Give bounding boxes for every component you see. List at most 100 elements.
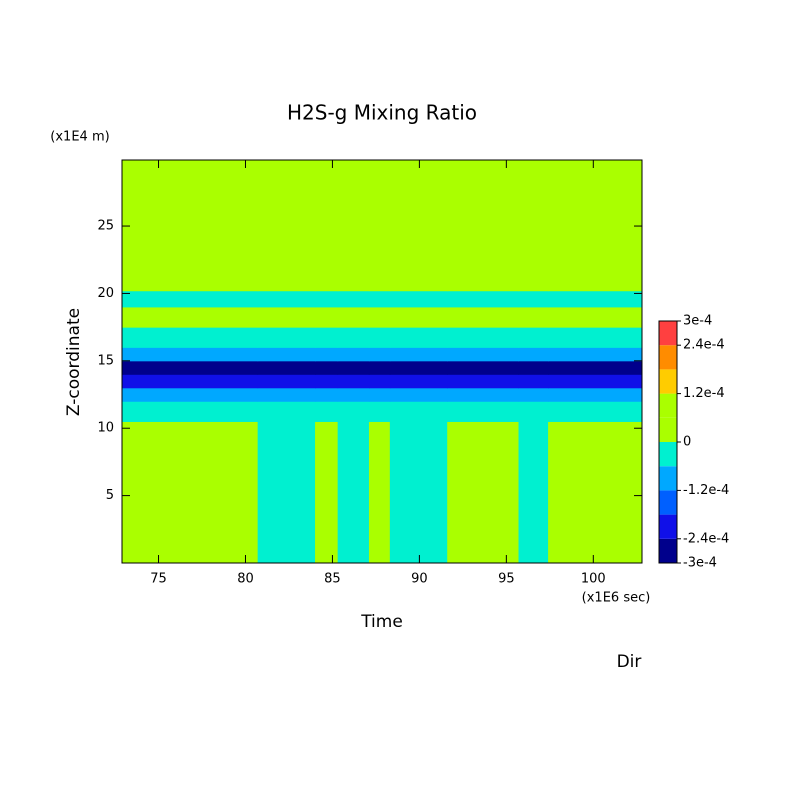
contour-cell [518,421,549,564]
colorbar-swatch [659,442,677,467]
contour-cell [548,360,643,375]
contour-cell [518,360,549,375]
x-tick-label: 75 [150,572,167,587]
contour-cell [447,290,520,308]
colorbar-swatch [659,490,677,515]
contour-cell [368,347,391,362]
contour-cell [122,374,259,389]
corner-label: Dir [617,652,642,672]
contour-cell [518,387,549,402]
contour-cell [447,401,520,422]
contour-cell [122,306,259,328]
colorbar-tick-label: -2.4e-4 [683,531,729,546]
contour-cell [315,401,339,422]
contour-cell [337,306,370,328]
colorbar-tick-label: 1.2e-4 [683,386,725,401]
contour-cell [122,421,259,564]
colorbar-swatch [659,417,677,442]
contour-cell [257,290,316,308]
colorbar-swatch [659,538,677,563]
contour-cell [368,290,391,308]
contour-cell [122,401,259,422]
contour-cell [368,387,391,402]
contour-cell [122,360,259,375]
x-tick-label: 95 [498,572,515,587]
contour-cell [337,421,370,564]
contour-cell [389,290,448,308]
contour-cell [447,421,520,564]
colorbar-tick-label: -3e-4 [683,556,717,571]
y-tick-label: 25 [97,219,114,234]
contour-cell [368,160,391,292]
x-axis-label: Time [360,612,403,632]
colorbar-tick-label: 2.4e-4 [683,338,725,353]
colorbar-tick-label: 0 [683,435,691,450]
contour-cell [257,387,316,402]
contour-cell [518,347,549,362]
contour-cell [518,290,549,308]
colorbar-swatch [659,369,677,394]
contour-cell [337,327,370,348]
x-tick-label: 80 [237,572,254,587]
x-tick-label: 90 [411,572,428,587]
colorbar-swatch [659,514,677,539]
y-axis-label: Z-coordinate [64,308,84,416]
contour-cell [548,290,643,308]
contour-field [122,160,643,564]
contour-cell [548,374,643,389]
contour-cell [447,306,520,328]
contour-cell [122,387,259,402]
contour-cell [368,360,391,375]
contour-cell [368,421,391,564]
contour-cell [315,290,339,308]
colorbar-tick-label: -1.2e-4 [683,483,729,498]
colorbar-tick-label: 3e-4 [683,314,712,329]
y-tick-label: 5 [106,488,114,503]
contour-cell [447,347,520,362]
contour-cell [337,160,370,292]
contour-cell [122,327,259,348]
contour-cell [518,374,549,389]
y-tick-label: 10 [97,421,114,436]
contour-cell [447,327,520,348]
colorbar-swatch [659,393,677,418]
contour-cell [315,421,339,564]
contour-cell [548,347,643,362]
contour-cell [257,374,316,389]
contour-cell [315,360,339,375]
contour-cell [315,374,339,389]
contour-cell [548,401,643,422]
contour-cell [548,160,643,292]
x-tick-label: 85 [324,572,341,587]
plot-frame [121,159,643,564]
contour-cell [122,160,259,292]
contour-cell [548,387,643,402]
contour-cell [315,306,339,328]
colorbar-swatch [659,466,677,491]
contour-cell [315,347,339,362]
contour-cell [447,387,520,402]
contour-cell [337,401,370,422]
contour-cell [315,327,339,348]
y-tick-label: 20 [97,286,114,301]
contour-cell [337,360,370,375]
contour-cell [315,160,339,292]
contour-cell [518,327,549,348]
contour-cell [548,306,643,328]
contour-cell [518,401,549,422]
contour-cell [447,374,520,389]
contour-cell [337,347,370,362]
contour-cell [315,387,339,402]
y-unit: (x1E4 m) [50,130,109,145]
x-unit: (x1E6 sec) [582,591,651,606]
contour-cell [389,360,448,375]
contour-cell [548,327,643,348]
colorbar-swatch [659,321,677,346]
contour-cell [447,360,520,375]
contour-cell [518,160,549,292]
contour-cell [122,290,259,308]
contour-cell [337,290,370,308]
contour-cell [368,401,391,422]
contour-cell [257,160,316,292]
contour-cell [257,306,316,328]
